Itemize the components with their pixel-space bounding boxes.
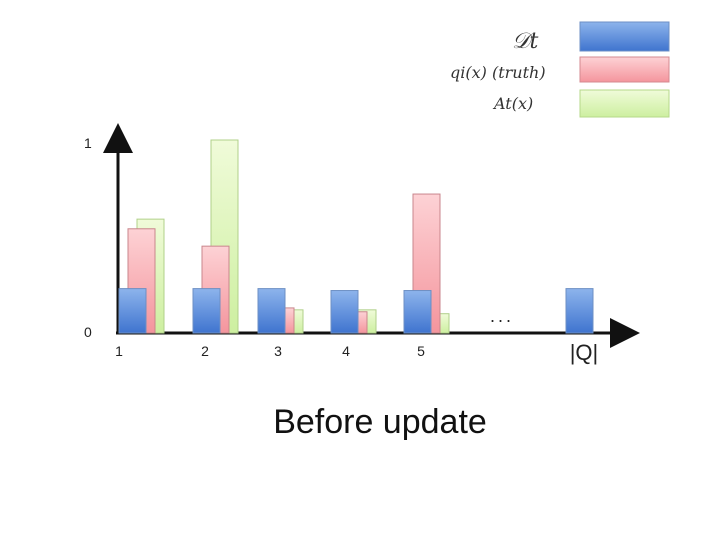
legend-label-dt: 𝒟t xyxy=(512,29,539,54)
bar-dt-5 xyxy=(403,290,432,334)
y-tick-1: 1 xyxy=(84,135,92,151)
legend-swatch-at xyxy=(579,89,670,118)
bar-dt-2 xyxy=(192,288,221,334)
x-tick-label: 2 xyxy=(201,343,209,359)
legend-label-truth: qi(x) (truth) xyxy=(450,63,546,82)
legend-label-at: At(x) xyxy=(492,94,533,113)
bar-dt-3 xyxy=(257,288,286,334)
x-tick-label: |Q| xyxy=(570,340,599,365)
legend: 𝒟t qi(x) (truth) At(x) xyxy=(450,21,670,118)
legend-swatch-dt xyxy=(579,21,670,52)
x-tick-label: 4 xyxy=(342,343,350,359)
bar-dt-6 xyxy=(565,288,594,334)
y-tick-0: 0 xyxy=(84,324,92,340)
x-tick-label: 1 xyxy=(115,343,123,359)
bar-dt-4 xyxy=(330,290,359,334)
bar-dt-1 xyxy=(118,288,147,334)
x-tick-label: 5 xyxy=(417,343,425,359)
ellipsis: ... xyxy=(490,306,514,326)
legend-swatch-truth xyxy=(579,56,670,83)
x-tick-label: 3 xyxy=(274,343,282,359)
chart-title: Before update xyxy=(273,403,487,441)
